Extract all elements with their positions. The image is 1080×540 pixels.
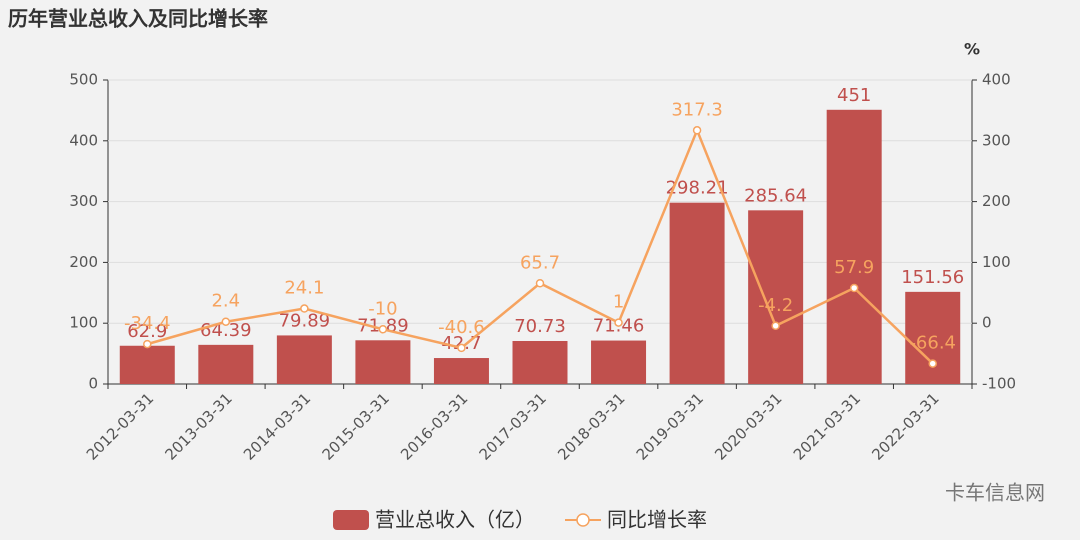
bar xyxy=(276,335,332,384)
bar-value-label: 285.64 xyxy=(744,185,807,206)
bar xyxy=(433,358,489,384)
line-value-label: 24.1 xyxy=(284,278,324,299)
bar xyxy=(119,345,175,384)
bar-value-label: 79.89 xyxy=(279,310,331,331)
line-value-label: 1 xyxy=(613,292,624,313)
line-point xyxy=(221,317,231,326)
y-tick-label: 0 xyxy=(88,375,98,393)
line-value-label: 65.7 xyxy=(520,252,560,273)
y-tick-label: 100 xyxy=(69,314,98,332)
y2-tick-label: 0 xyxy=(982,314,992,332)
bar xyxy=(826,109,882,385)
y-tick-label: 200 xyxy=(69,253,98,271)
legend-swatch xyxy=(333,510,369,530)
legend-label: 同比增长率 xyxy=(607,508,707,532)
line-point xyxy=(457,343,466,353)
y-tick-label: 400 xyxy=(69,131,98,149)
bar xyxy=(669,202,725,384)
watermark: 卡车信息网 xyxy=(945,481,1045,505)
y-tick-label: 300 xyxy=(69,192,98,210)
bar xyxy=(748,210,804,384)
line-value-label: -10 xyxy=(368,298,397,319)
chart-title: 历年营业总收入及同比增长率 xyxy=(8,7,268,31)
line-point xyxy=(614,318,623,327)
y2-tick-label: 100 xyxy=(982,253,1011,271)
legend-label: 营业总收入（亿） xyxy=(375,508,535,532)
line-point xyxy=(535,279,545,288)
y2-axis-label: % xyxy=(964,40,980,59)
bar xyxy=(198,344,254,384)
bar xyxy=(591,340,647,384)
bar xyxy=(355,340,411,384)
line-point xyxy=(378,325,388,334)
bar-value-label: 70.73 xyxy=(514,316,566,337)
line-point xyxy=(771,321,780,331)
line-point xyxy=(300,304,309,313)
y2-tick-label: 400 xyxy=(982,71,1011,89)
line-value-label: -40.6 xyxy=(438,317,485,338)
y-tick-label: 500 xyxy=(69,71,98,89)
legend-swatch xyxy=(576,513,590,527)
y2-tick-label: 300 xyxy=(982,131,1011,149)
y2-tick-label: -100 xyxy=(982,375,1016,393)
line-value-label: 57.9 xyxy=(834,257,874,278)
line-point xyxy=(692,126,702,135)
line-value-label: -66.4 xyxy=(909,333,956,354)
bar xyxy=(512,340,568,384)
line-value-label: 317.3 xyxy=(671,99,723,120)
line-value-label: -4.2 xyxy=(758,295,793,316)
bar-value-label: 151.56 xyxy=(901,267,964,288)
bar xyxy=(905,291,961,384)
line-point xyxy=(849,283,859,293)
y2-tick-label: 200 xyxy=(982,192,1011,210)
bar-value-label: 62.9 xyxy=(127,321,167,342)
line-value-label: 2.4 xyxy=(211,291,240,312)
line-point xyxy=(928,359,937,368)
line-point xyxy=(143,339,152,349)
bar-value-label: 451 xyxy=(837,85,871,106)
bar-value-label: 298.21 xyxy=(666,178,729,199)
line-value-label: -34.4 xyxy=(124,313,171,334)
